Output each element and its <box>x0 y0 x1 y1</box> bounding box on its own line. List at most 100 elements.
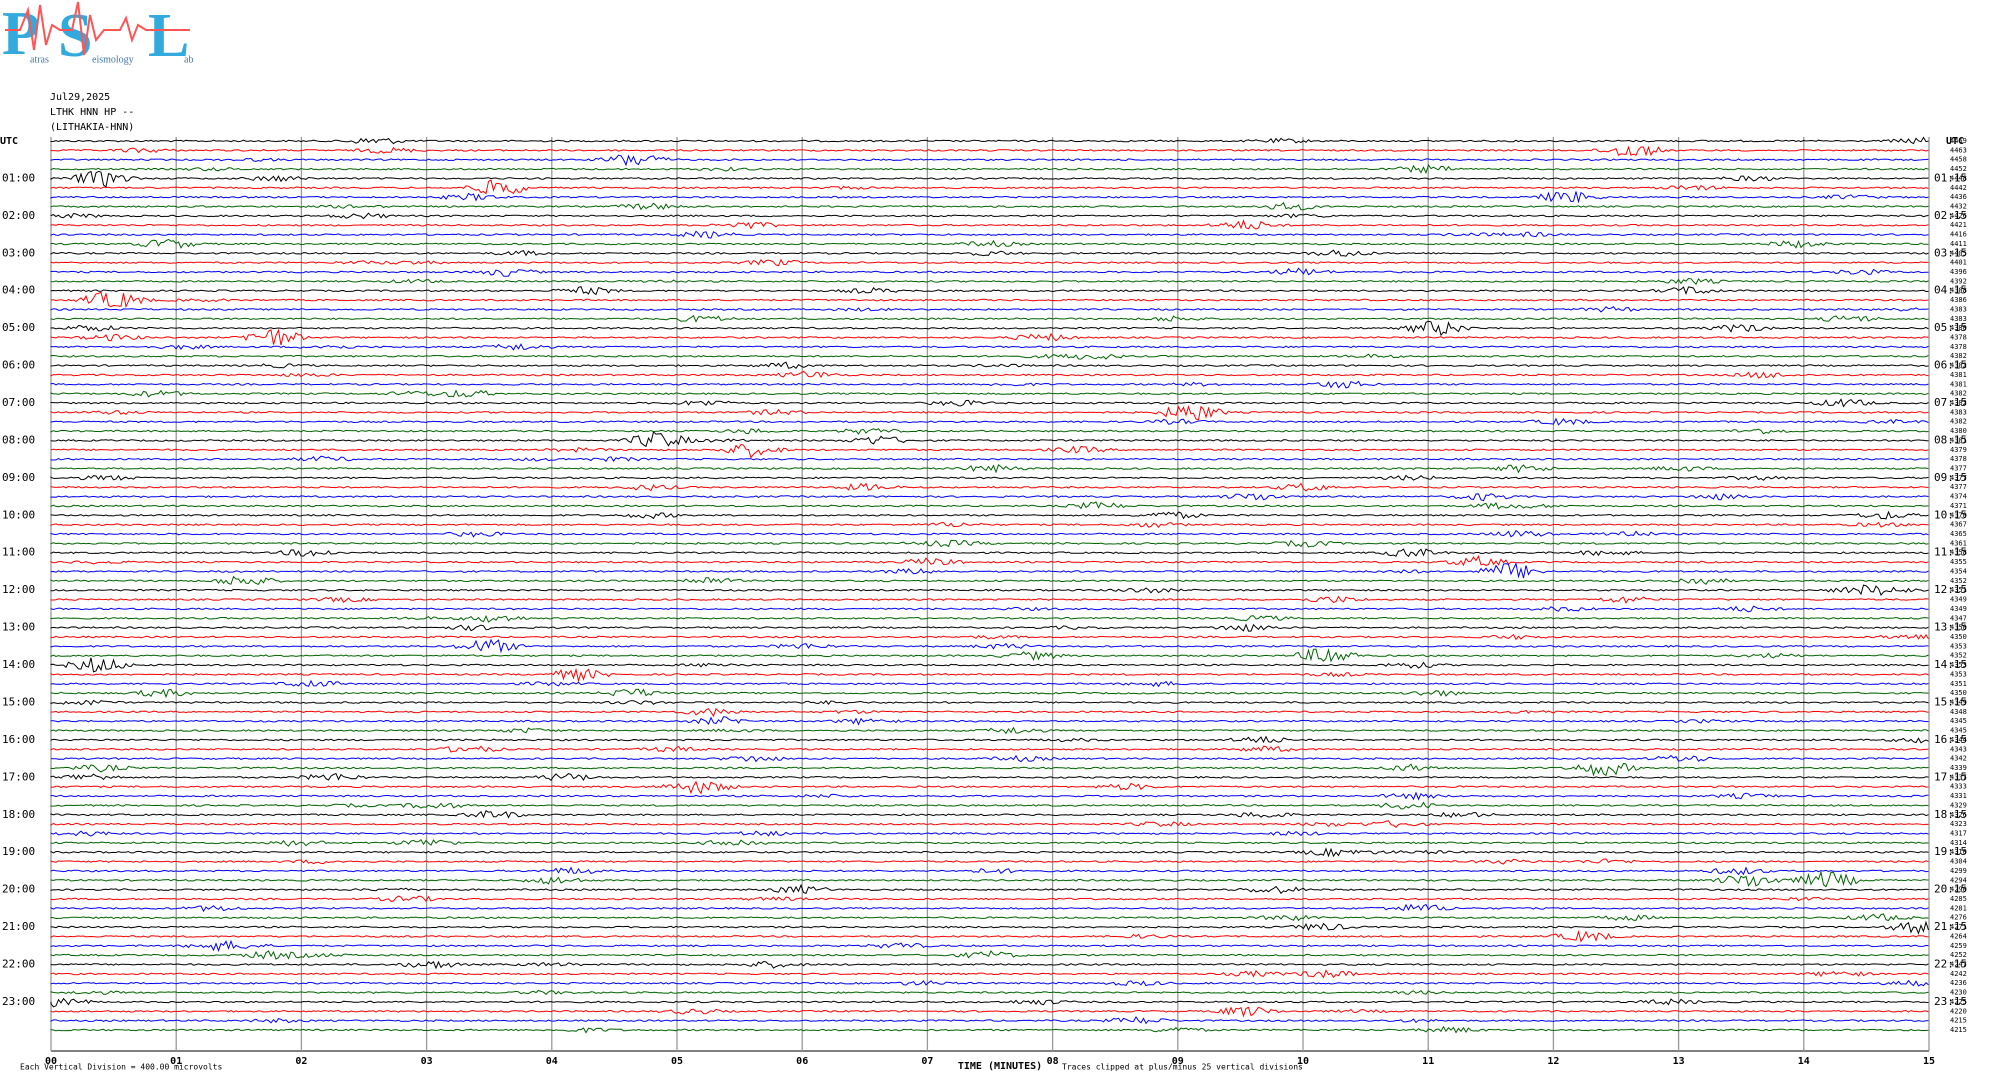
trace <box>50 605 1929 613</box>
trace <box>50 735 1929 744</box>
trace <box>50 913 1929 922</box>
trace <box>50 343 1929 351</box>
trace <box>50 903 1929 913</box>
trace-value: 4343 <box>1950 745 1967 753</box>
trace <box>50 219 1929 230</box>
trace-value: 4421 <box>1950 221 1967 229</box>
trace <box>50 529 1929 538</box>
row-label-right: 03:15 <box>1934 246 1967 259</box>
trace-value: 4326 <box>1950 811 1967 819</box>
trace <box>50 238 1929 249</box>
row-label-left: 15:00 <box>2 695 35 708</box>
x-tick-label: 15 <box>1923 1056 1935 1067</box>
row-label-right: 07:15 <box>1934 396 1967 409</box>
trace <box>50 614 1929 623</box>
trace-value: 4463 <box>1950 146 1967 154</box>
trace <box>50 154 1929 167</box>
trace <box>50 633 1929 641</box>
trace-value: 4252 <box>1950 951 1967 959</box>
trace <box>50 201 1929 211</box>
trace <box>50 258 1929 267</box>
trace-value: 4220 <box>1950 1007 1967 1015</box>
x-tick-label: 03 <box>421 1056 433 1067</box>
row-label-right: 18:15 <box>1934 808 1967 821</box>
trace-value: 4276 <box>1950 914 1967 922</box>
trace <box>50 716 1929 726</box>
header-site: (LITHAKIA-HNN) <box>50 122 134 133</box>
row-label-right: 01:15 <box>1934 171 1967 184</box>
trace-value: 4381 <box>1950 371 1967 379</box>
trace <box>50 249 1929 257</box>
trace <box>50 306 1929 313</box>
trace <box>50 328 1929 346</box>
trace <box>50 555 1929 567</box>
trace-value: 4448 <box>1950 174 1967 182</box>
trace <box>50 726 1929 735</box>
corner-label: UTC <box>0 136 18 147</box>
trace <box>50 277 1929 285</box>
trace <box>50 1016 1929 1025</box>
trace <box>50 212 1929 220</box>
trace-value: 4383 <box>1950 305 1967 313</box>
trace <box>50 679 1929 688</box>
trace-value: 4381 <box>1950 436 1967 444</box>
trace-value: 4452 <box>1950 165 1967 173</box>
trace <box>50 405 1929 421</box>
x-tick-label: 04 <box>546 1056 558 1067</box>
trace-value: 4345 <box>1950 717 1967 725</box>
row-label-right: 17:15 <box>1934 770 1967 783</box>
trace-value: 4469 <box>1950 137 1967 145</box>
trace-value: 4378 <box>1950 455 1967 463</box>
row-label-left: 08:00 <box>2 433 35 446</box>
trace <box>50 772 1929 782</box>
trace-value: 4348 <box>1950 708 1967 716</box>
trace-value: 4350 <box>1950 624 1967 632</box>
row-label-left: 20:00 <box>2 883 35 896</box>
helicorder: 00 01 02 03 04 05 06 07 08 09 10 11 12 13 14 15 TIME (MI… <box>0 136 1967 1072</box>
trace-value: 4396 <box>1950 268 1967 276</box>
trace-value: 4215 <box>1950 1017 1967 1025</box>
row-label-right: 08:15 <box>1934 433 1967 446</box>
trace-value: 4367 <box>1950 521 1967 529</box>
x-tick-label: 01 <box>170 1056 182 1067</box>
trace <box>50 230 1929 239</box>
row-label-right: 15:15 <box>1934 695 1967 708</box>
trace-value: 4351 <box>1950 680 1967 688</box>
trace-value: 4458 <box>1950 156 1967 164</box>
trace-value: 4386 <box>1950 296 1967 304</box>
trace <box>50 380 1929 389</box>
x-tick-label: 14 <box>1798 1056 1810 1067</box>
trace-value: 4377 <box>1950 465 1967 473</box>
trace-value: 4271 <box>1950 923 1967 931</box>
row-label-left: 13:00 <box>2 621 35 634</box>
trace <box>50 929 1929 943</box>
trace <box>50 870 1929 888</box>
trace <box>50 501 1929 510</box>
row-label-right: 09:15 <box>1934 471 1967 484</box>
trace-value: 4381 <box>1950 380 1967 388</box>
trace <box>50 389 1929 398</box>
logo-text: ab <box>184 54 193 65</box>
trace-value: 4382 <box>1950 352 1967 360</box>
trace <box>50 866 1929 876</box>
trace-value: 4378 <box>1950 334 1967 342</box>
trace-value: 4339 <box>1950 764 1967 772</box>
trace-value: 4299 <box>1950 867 1967 875</box>
row-label-left: 01:00 <box>2 171 35 184</box>
trace <box>50 493 1929 502</box>
row-label-right: 21:15 <box>1934 920 1967 933</box>
trace-value: 4377 <box>1950 483 1967 491</box>
x-tick-label: 05 <box>671 1056 683 1067</box>
trace <box>50 638 1929 654</box>
trace <box>50 699 1929 706</box>
trace-value: 4379 <box>1950 446 1967 454</box>
trace-value: 4374 <box>1950 493 1967 501</box>
trace <box>50 370 1929 379</box>
trace-value: 4383 <box>1950 315 1967 323</box>
trace <box>50 521 1929 528</box>
trace <box>50 657 1929 673</box>
row-label-left: 03:00 <box>2 246 35 259</box>
trace-value: 4310 <box>1950 848 1967 856</box>
row-label-left: 11:00 <box>2 546 35 559</box>
x-axis-label: TIME (MINUTES) <box>958 1061 1042 1072</box>
